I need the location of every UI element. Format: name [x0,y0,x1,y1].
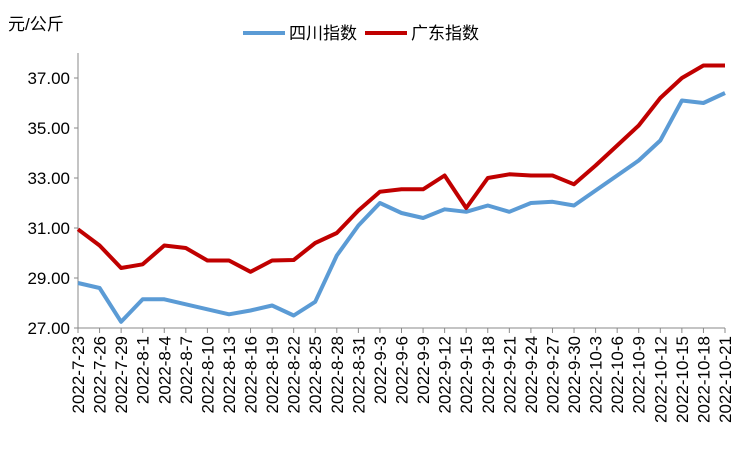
series-line [76,63,725,274]
x-tick-label: 2022-9-30 [565,336,584,414]
x-tick-label: 2022-8-7 [177,336,196,404]
x-tick-label: 2022-10-15 [673,336,692,423]
x-tick-label: 2022-9-3 [371,336,390,404]
y-tick-label: 35.00 [27,119,70,138]
x-tick-label: 2022-10-9 [630,336,649,414]
series-line [77,91,726,324]
y-tick-label: 31.00 [27,219,70,238]
y-tick-label: 37.00 [27,69,70,88]
x-tick-label: 2022-9-9 [414,336,433,404]
y-tick-label: 33.00 [27,169,70,188]
x-tick-label: 2022-7-26 [91,336,110,414]
x-tick-label: 2022-8-1 [134,336,153,404]
x-tick-label: 2022-8-25 [306,336,325,414]
legend-label: 四川指数 [289,24,357,43]
x-tick-label: 2022-8-31 [349,336,368,414]
x-tick-label: 2022-8-4 [155,336,174,404]
x-tick-label: 2022-8-22 [285,336,304,414]
x-tick-label: 2022-10-6 [608,336,627,414]
x-tick-label: 2022-9-12 [436,336,455,414]
x-tick-label: 2022-9-15 [457,336,476,414]
x-tick-label: 2022-10-3 [587,336,606,414]
x-tick-label: 2022-8-10 [198,336,217,414]
x-tick-label: 2022-9-21 [500,336,519,414]
y-axis-label: 元/公斤 [8,15,64,34]
x-tick-label: 2022-8-13 [220,336,239,414]
x-tick-label: 2022-7-23 [69,336,88,414]
x-tick-label: 2022-8-16 [242,336,261,414]
y-tick-label: 27.00 [27,319,70,338]
x-tick-label: 2022-9-6 [393,336,412,404]
y-tick-label: 29.00 [27,269,70,288]
x-tick-label: 2022-8-28 [328,336,347,414]
x-tick-label: 2022-10-12 [651,336,670,423]
x-tick-label: 2022-7-29 [112,336,131,414]
legend-label: 广东指数 [411,24,479,43]
x-tick-label: 2022-9-24 [522,336,541,414]
x-tick-label: 2022-10-21 [716,336,735,423]
x-tick-label: 2022-10-18 [694,336,713,423]
x-tick-label: 2022-8-19 [263,336,282,414]
x-tick-label: 2022-9-18 [479,336,498,414]
x-tick-label: 2022-9-27 [543,336,562,414]
